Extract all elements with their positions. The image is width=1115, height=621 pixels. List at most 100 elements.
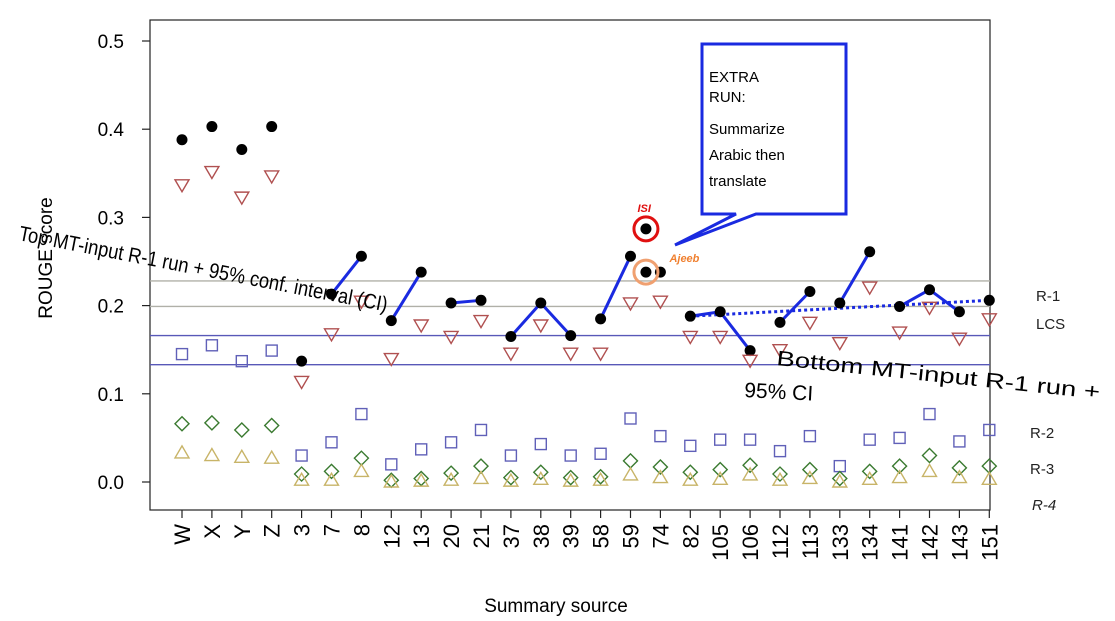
- r-2-point: [296, 450, 307, 461]
- x-axis-label: Summary source: [484, 596, 628, 617]
- lcs-point: [205, 167, 219, 179]
- callout-box: [675, 44, 846, 245]
- row-label-r4: R-4: [1032, 497, 1056, 514]
- x-tick-label: 7: [320, 524, 345, 536]
- r-2-point: [356, 409, 367, 420]
- y-tick-label: 0.0: [98, 473, 124, 494]
- lcs-point: [474, 316, 488, 328]
- lcs-point: [743, 355, 757, 367]
- y-tick-label: 0.2: [98, 297, 124, 318]
- r-2-point: [476, 424, 487, 435]
- r-4-point: [624, 468, 638, 480]
- x-tick-label: 13: [409, 524, 434, 548]
- r-1-point: [834, 297, 845, 308]
- r-4-point: [713, 472, 727, 484]
- r-3-point: [175, 417, 189, 431]
- x-tick-label: Y: [230, 524, 255, 539]
- r-2-point: [924, 409, 935, 420]
- x-tick-label: 37: [499, 524, 524, 548]
- x-tick-label: X: [200, 524, 225, 539]
- r-1-point: [924, 284, 935, 295]
- r-2-point: [177, 349, 188, 360]
- r-1-point: [416, 267, 427, 278]
- isi-label: ISI: [637, 203, 651, 215]
- callout-line-4: Arabic then: [709, 147, 785, 164]
- r-4-point: [235, 450, 249, 462]
- lcs-point: [803, 317, 817, 329]
- connection-line: [840, 252, 870, 303]
- r-1-point: [745, 345, 756, 356]
- r-2-point: [685, 440, 696, 451]
- r-4-point: [743, 468, 757, 480]
- r-1-point: [595, 313, 606, 324]
- r-3-point: [265, 419, 279, 433]
- r-4-point: [175, 446, 189, 458]
- callout-line-3: Summarize: [709, 121, 785, 138]
- x-tick-label: 82: [678, 524, 703, 548]
- r-4-point: [923, 464, 937, 476]
- lcs-point: [893, 327, 907, 339]
- connection-line: [601, 256, 631, 319]
- row-label-r2: R-2: [1030, 425, 1054, 442]
- callout-line-2: RUN:: [709, 89, 746, 106]
- r-2-point: [266, 345, 277, 356]
- r-2-point: [446, 437, 457, 448]
- connection-line: [541, 303, 571, 336]
- x-tick-label: 74: [648, 524, 673, 548]
- x-tick-label: 59: [619, 524, 644, 548]
- r-1-point: [236, 144, 247, 155]
- r-4-point: [952, 471, 966, 483]
- r-1-point: [775, 317, 786, 328]
- r-3-point: [923, 449, 937, 463]
- x-tick-label: 106: [738, 524, 763, 561]
- r-1-point: [386, 315, 397, 326]
- lcs-point: [384, 354, 398, 366]
- r-1-point: [894, 301, 905, 312]
- lcs-point: [265, 171, 279, 183]
- lcs-point: [504, 348, 518, 360]
- x-tick-label: 12: [379, 524, 404, 548]
- r-2-point: [206, 340, 217, 351]
- r-4-point: [653, 471, 667, 483]
- r-2-point: [715, 434, 726, 445]
- r-3-point: [325, 464, 339, 478]
- r-1-point: [625, 251, 636, 262]
- lcs-point: [235, 192, 249, 204]
- r-3-point: [624, 454, 638, 468]
- callout-line-1: EXTRA: [709, 69, 759, 86]
- lcs-point: [325, 329, 339, 341]
- x-tick-label: 151: [977, 524, 1002, 561]
- r-2-point: [864, 434, 875, 445]
- r-1-point: [535, 297, 546, 308]
- r-1-point: [356, 251, 367, 262]
- lcs-point: [863, 282, 877, 294]
- lcs-point: [683, 331, 697, 343]
- r-4-point: [265, 451, 279, 463]
- r-1-point: [984, 295, 995, 306]
- r-2-point: [595, 448, 606, 459]
- lcs-point: [414, 320, 428, 332]
- r-2-point: [326, 437, 337, 448]
- r-1-point: [565, 330, 576, 341]
- r-1-point: [715, 306, 726, 317]
- lcs-point: [295, 376, 309, 388]
- r-4-point: [384, 475, 398, 487]
- ajeeb-point: [640, 267, 651, 278]
- r-1-point: [864, 246, 875, 257]
- lcs-point: [624, 298, 638, 310]
- r-2-point: [505, 450, 516, 461]
- r-3-point: [803, 463, 817, 477]
- isi-point: [640, 223, 651, 234]
- r-1-point: [685, 311, 696, 322]
- r-4-point: [982, 472, 996, 484]
- r-1-point: [804, 286, 815, 297]
- bottom-ci-annotation-line1: Bottom MT-input R-1 run +: [775, 347, 1101, 404]
- r-2-point: [535, 439, 546, 450]
- r-2-point: [416, 444, 427, 455]
- x-tick-label: 39: [559, 524, 584, 548]
- r-1-point: [206, 121, 217, 132]
- r-4-point: [295, 473, 309, 485]
- x-tick-label: Z: [260, 524, 285, 537]
- y-axis-label: ROUGE score: [36, 197, 57, 318]
